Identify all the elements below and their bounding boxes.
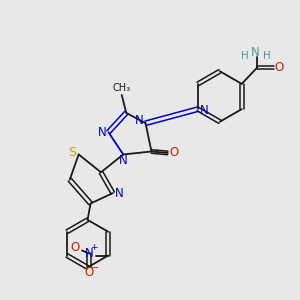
Text: O: O bbox=[169, 146, 178, 160]
Text: N: N bbox=[135, 114, 143, 127]
Text: −: − bbox=[91, 263, 100, 273]
Text: S: S bbox=[68, 146, 76, 159]
Text: CH₃: CH₃ bbox=[113, 83, 131, 94]
Text: O: O bbox=[274, 61, 283, 74]
Text: O: O bbox=[84, 266, 94, 279]
Text: N: N bbox=[200, 104, 209, 117]
Text: H: H bbox=[241, 51, 249, 61]
Text: N: N bbox=[98, 126, 106, 139]
Text: N: N bbox=[85, 247, 93, 260]
Text: N: N bbox=[115, 187, 124, 200]
Text: N: N bbox=[119, 154, 128, 167]
Text: O: O bbox=[71, 241, 80, 254]
Text: +: + bbox=[91, 243, 98, 252]
Text: H: H bbox=[263, 51, 271, 61]
Text: N: N bbox=[251, 46, 260, 59]
